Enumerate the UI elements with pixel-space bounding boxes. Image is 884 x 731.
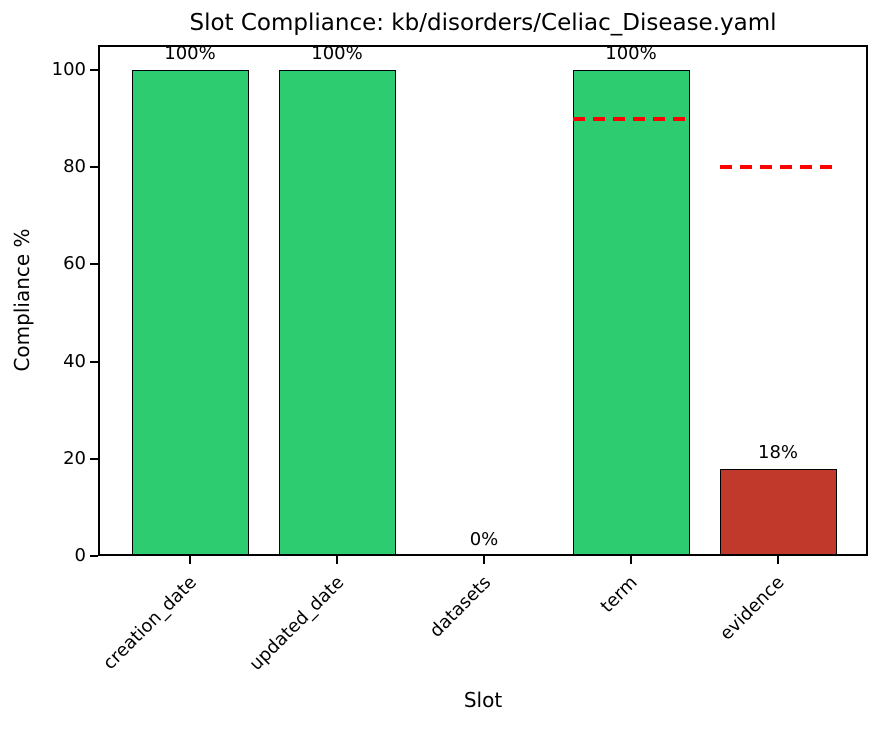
bar-term <box>572 70 690 556</box>
bar-value-label: 100% <box>164 43 216 64</box>
x-tick-label-term: term <box>596 572 642 618</box>
y-tick-mark <box>90 360 98 363</box>
bar-value-label: 100% <box>311 43 363 64</box>
y-tick-label: 40 <box>63 350 86 372</box>
bar-value-label: 100% <box>605 43 657 64</box>
y-tick-label: 60 <box>63 253 86 275</box>
bar-value-label: 18% <box>757 441 799 463</box>
x-tick-label-updated_date: updated_date <box>245 572 348 675</box>
y-tick-label: 20 <box>63 447 86 469</box>
y-tick-mark <box>90 457 98 460</box>
y-tick-label: 100 <box>51 59 86 80</box>
x-tick-mark <box>630 556 632 564</box>
chart-title: Slot Compliance: kb/disorders/Celiac_Dis… <box>189 10 777 36</box>
threshold-line-term <box>572 116 690 121</box>
x-axis-label: Slot <box>463 688 503 712</box>
y-tick-mark <box>90 555 98 557</box>
x-tick-mark <box>336 556 338 564</box>
bar-updated_date <box>278 70 396 556</box>
x-tick-mark <box>483 556 485 564</box>
bar-creation_date <box>131 70 249 556</box>
y-tick-label: 0 <box>74 545 86 566</box>
plot-area: 100% 100% 0% 100% 18% <box>98 43 868 556</box>
x-tick-label-creation_date: creation_date <box>98 572 201 674</box>
x-tick-mark <box>189 556 191 564</box>
bar-evidence <box>719 468 837 556</box>
x-tick-mark <box>777 556 779 564</box>
y-tick-mark <box>90 263 98 266</box>
y-tick-mark <box>90 166 98 169</box>
bar-value-label: 0% <box>469 529 499 550</box>
x-tick-label-evidence: evidence <box>716 572 789 645</box>
y-tick-label: 80 <box>63 156 86 178</box>
threshold-line-evidence <box>719 165 837 170</box>
x-tick-label-datasets: datasets <box>425 572 495 642</box>
y-tick-mark <box>90 69 98 71</box>
